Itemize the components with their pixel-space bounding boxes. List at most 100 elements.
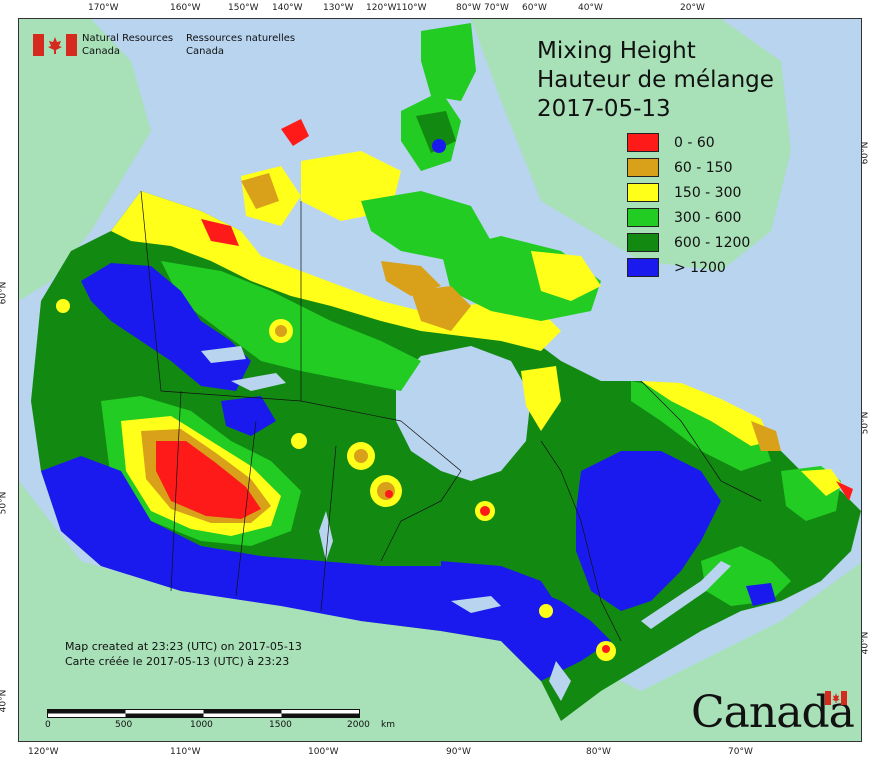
- top-longitude-scale: 170°W 160°W 150°W 140°W 130°W 120°W 110°…: [0, 0, 880, 18]
- great-bear-lake: [201, 346, 246, 363]
- prairie-red: [156, 441, 261, 519]
- title-line1: Mixing Height: [537, 38, 696, 64]
- arctic-orange: [381, 261, 441, 296]
- bottom-tick: 100°W: [308, 747, 339, 757]
- legend-item: > 1200: [627, 258, 787, 278]
- org-english: Natural Resources Canada: [82, 32, 173, 58]
- scale-label: 2000: [347, 720, 370, 730]
- legend-swatch: [627, 233, 659, 252]
- st-lawrence: [641, 561, 731, 629]
- legend-label: > 1200: [674, 260, 726, 276]
- top-tick: 80°W: [456, 3, 481, 13]
- org-fr-line2: Canada: [186, 46, 225, 57]
- bottom-tick: 120°W: [28, 747, 59, 757]
- org-en-line2: Canada: [82, 46, 121, 57]
- wordmark-flag-icon: [825, 691, 847, 705]
- quebec-blue: [576, 451, 721, 611]
- canada-flag-logo: [33, 34, 77, 60]
- scale-label: 1000: [190, 720, 213, 730]
- legend-item: 60 - 150: [627, 158, 787, 178]
- lake-superior: [451, 596, 501, 613]
- arctic-island-2: [241, 173, 279, 209]
- legend-label: 0 - 60: [674, 135, 715, 151]
- top-tick: 170°W: [88, 3, 119, 13]
- top-tick: 70°W: [484, 3, 509, 13]
- labrador-yellow: [641, 381, 771, 446]
- legend-label: 300 - 600: [674, 210, 742, 226]
- lake-winnipeg: [319, 511, 333, 561]
- baffin-yellow: [531, 251, 601, 301]
- left-latitude-scale: 60°N 50°N 40°N: [0, 18, 18, 742]
- maritimes-blue: [746, 583, 776, 606]
- ontario-blue: [441, 561, 561, 641]
- legend-swatch: [627, 208, 659, 227]
- left-tick: 50°N: [0, 491, 9, 515]
- hotspot-toronto-core: [602, 645, 610, 653]
- hotspot-ontario-mid: [377, 482, 395, 500]
- labrador-green: [631, 381, 771, 471]
- bottom-tick: 70°W: [728, 747, 753, 757]
- legend-label: 60 - 150: [674, 160, 733, 176]
- bottom-tick: 110°W: [170, 747, 201, 757]
- org-french: Ressources naturelles Canada: [186, 32, 295, 58]
- legend-swatch: [627, 158, 659, 177]
- hotspot-ns-core: [275, 325, 287, 337]
- right-latitude-scale: 60°N 50°N 40°N: [860, 18, 880, 742]
- legend-swatch: [627, 183, 659, 202]
- hudson-bay: [396, 346, 531, 481]
- legend-label: 600 - 1200: [674, 235, 751, 251]
- legend-item: 600 - 1200: [627, 233, 787, 253]
- sw-arctic-orange: [411, 286, 471, 331]
- title-date: 2017-05-13: [537, 96, 671, 122]
- legend-item: 0 - 60: [627, 133, 787, 153]
- south-blue-band: [41, 456, 611, 681]
- bottom-tick: 90°W: [446, 747, 471, 757]
- ellesmere: [421, 23, 476, 101]
- legend-label: 150 - 300: [674, 185, 742, 201]
- top-tick: 130°W: [323, 3, 354, 13]
- org-en-line1: Natural Resources: [82, 33, 174, 44]
- created-en: Map created at 23:23 (UTC) on 2017-05-13: [65, 640, 302, 653]
- map-title: Mixing Height Hauteur de mélange 2017-05…: [537, 37, 774, 124]
- province-borders: [140, 190, 762, 642]
- legend-swatch: [627, 258, 659, 277]
- top-tick: 160°W: [170, 3, 201, 13]
- top-tick: 150°W: [228, 3, 259, 13]
- alaska-land: [19, 19, 151, 301]
- title-line2: Hauteur de mélange: [537, 67, 774, 93]
- hotspot-bc: [56, 299, 70, 313]
- ungava-yellow: [521, 366, 561, 431]
- created-fr: Carte créée le 2017-05-13 (UTC) à 23:23: [65, 655, 290, 668]
- top-tick: 40°W: [578, 3, 603, 13]
- newfoundland-yellow: [801, 469, 843, 496]
- bottom-tick: 80°W: [586, 747, 611, 757]
- arctic-red-2: [201, 219, 239, 246]
- canada-wordmark: Canada: [691, 687, 855, 738]
- top-tick: 20°W: [680, 3, 705, 13]
- hotspot-ontario-core: [385, 490, 393, 498]
- scale-bar: 0 500 1000 1500 2000 km: [45, 706, 395, 730]
- map-canvas[interactable]: Natural Resources Canada Ressources natu…: [18, 18, 862, 742]
- hotspot-on2-core: [480, 506, 490, 516]
- great-slave-lake: [231, 373, 286, 391]
- org-fr-line1: Ressources naturelles: [186, 33, 296, 44]
- newfoundland-red: [836, 481, 853, 501]
- arctic-island-6: [416, 111, 456, 153]
- top-tick: 140°W: [272, 3, 303, 13]
- hotspot-sk: [291, 433, 307, 449]
- top-tick: 120°W: [366, 3, 397, 13]
- west-blue-lake: [221, 396, 276, 436]
- top-tick: 60°W: [522, 3, 547, 13]
- scale-unit: km: [381, 720, 395, 730]
- usa-land: [19, 481, 861, 741]
- scale-label: 500: [115, 720, 133, 730]
- creation-note: Map created at 23:23 (UTC) on 2017-05-13…: [65, 639, 302, 669]
- hotspot-mb-core: [354, 449, 368, 463]
- scale-label: 0: [45, 720, 51, 730]
- mixing-height-map: [19, 19, 861, 741]
- legend-swatch: [627, 133, 659, 152]
- arctic-island-4: [361, 191, 491, 261]
- scale-bar-graphic: [47, 709, 360, 718]
- arctic-blue-1: [432, 139, 446, 153]
